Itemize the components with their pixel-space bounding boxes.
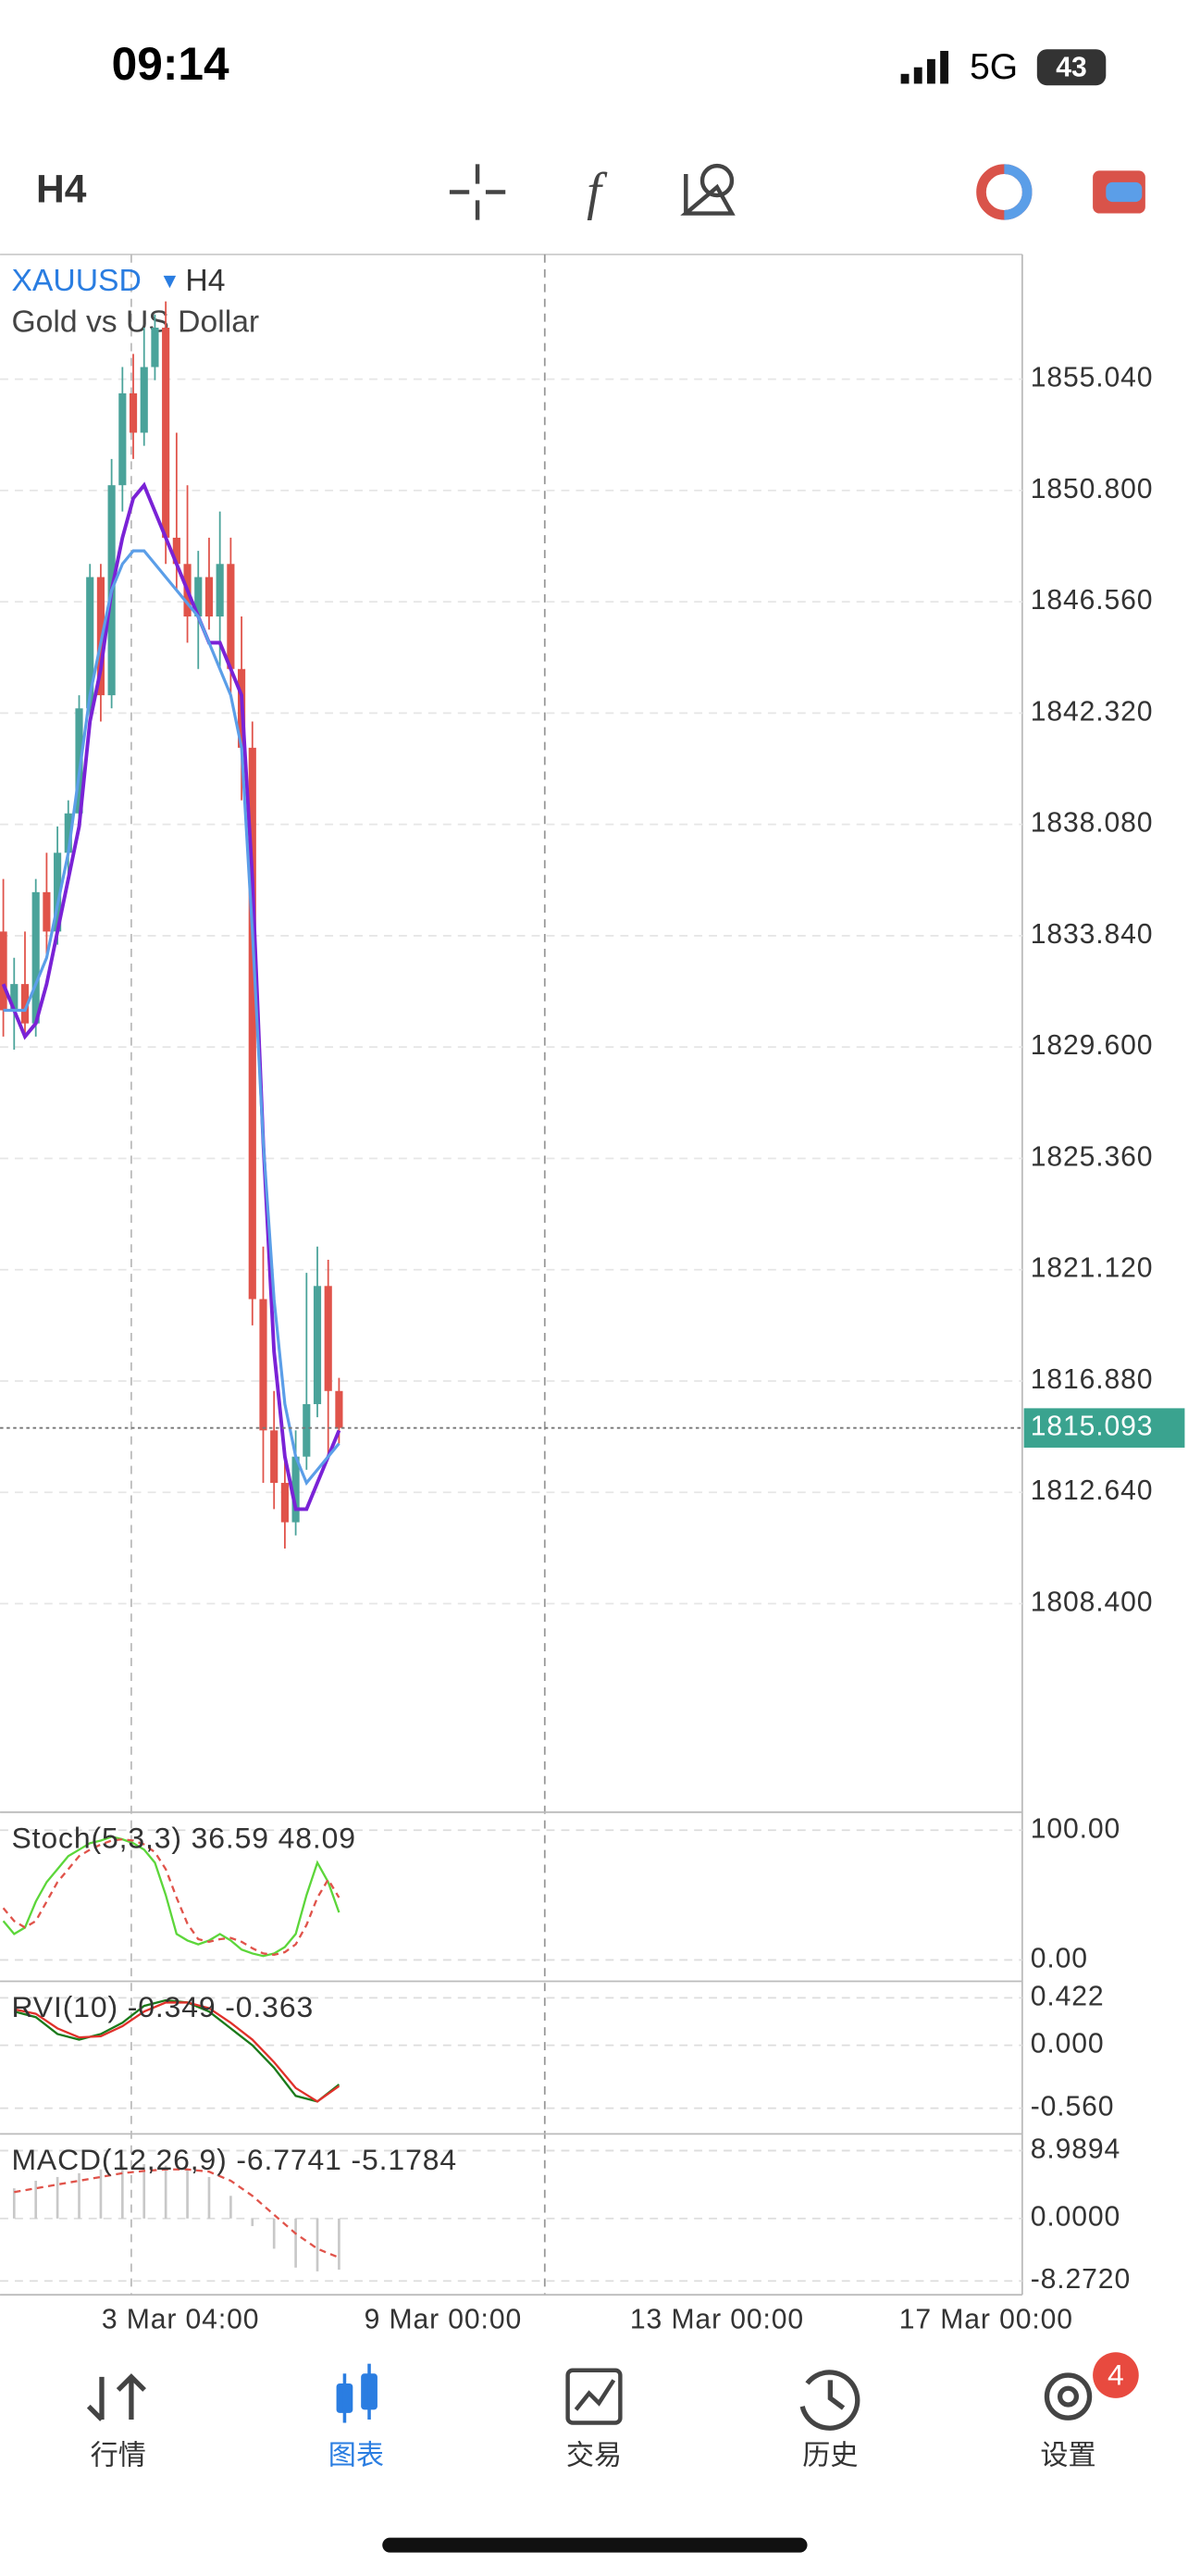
y-tick-label: 1829.600 [1031, 1030, 1154, 1061]
battery [1036, 49, 1107, 86]
tab-bar [86, 2352, 1139, 2431]
indicator-label: Stoch(5,3,3) 36.59 48.09 [11, 1821, 356, 1854]
trade-icon[interactable] [1093, 170, 1145, 214]
y-tick-label: 100.00 [1031, 1813, 1120, 1844]
y-tick-label: 1833.840 [1031, 919, 1154, 950]
timeframe-button[interactable]: H4 [36, 168, 87, 212]
ma-line [1, 481, 341, 1512]
indicator-label: MACD(12,26,9) -6.7741 -5.1784 [11, 2143, 457, 2176]
symbol-dropdown[interactable]: ▼ [159, 268, 180, 292]
candle-body [31, 891, 40, 1024]
y-tick-label: -0.560 [1031, 2092, 1115, 2122]
candle-body [75, 708, 83, 814]
indicator-line [14, 2168, 340, 2259]
candle-body [324, 1286, 332, 1391]
indicator-line [13, 1998, 340, 2103]
x-tick-label: 13 Mar 00:00 [630, 2305, 804, 2335]
candle-body [129, 392, 138, 433]
y-tick-label: 1816.880 [1031, 1364, 1154, 1395]
candle-body [118, 392, 127, 486]
battery-level: 43 [1056, 52, 1087, 82]
network: 5G [970, 47, 1018, 87]
candle-body [162, 328, 170, 538]
indicator-line [2, 1836, 340, 1958]
settings-icon[interactable] [1044, 2372, 1093, 2420]
y-tick-label: 1842.320 [1031, 696, 1154, 727]
y-tick-label: 1808.400 [1031, 1587, 1154, 1617]
y-tick-label: 0.0000 [1031, 2202, 1120, 2233]
objects-icon[interactable] [680, 163, 736, 216]
candle-body [172, 537, 180, 565]
candle-body [259, 1299, 267, 1431]
y-tick-label: 1846.560 [1031, 585, 1154, 616]
symbol[interactable]: XAUUSD [11, 264, 141, 298]
y-tick-label: 8.9894 [1031, 2134, 1120, 2164]
trade-tab-icon[interactable] [565, 2368, 623, 2425]
chart-icon[interactable] [336, 2363, 377, 2423]
tab-label: 行情 [91, 2440, 146, 2471]
candle-body [54, 852, 62, 932]
status-time: 09:14 [112, 38, 229, 90]
candle-body [291, 1456, 300, 1523]
current-price-label: 1815.093 [1031, 1412, 1154, 1442]
candle-body [227, 564, 235, 669]
symbol-description: Gold vs US Dollar [11, 305, 259, 339]
signal-icon [900, 50, 949, 84]
candle-body [43, 891, 51, 932]
quotes-icon[interactable] [86, 2373, 146, 2421]
candle-body [204, 577, 214, 617]
indicator-label: RVI(10) -0.349 -0.363 [11, 1990, 314, 2023]
history-icon[interactable] [799, 2370, 860, 2431]
y-tick-label: -8.2720 [1031, 2264, 1131, 2295]
candle-body [151, 328, 159, 367]
account-icon[interactable] [976, 164, 1033, 220]
y-tick-label: 1812.640 [1031, 1475, 1154, 1506]
y-tick-label: 1825.360 [1031, 1141, 1154, 1172]
ma-line [3, 549, 340, 1487]
y-tick-label: 1838.080 [1031, 808, 1154, 839]
candle-body [313, 1286, 322, 1404]
candle-body [20, 984, 30, 1024]
y-tick-label: 1850.800 [1031, 474, 1154, 504]
tab-label: 设置 [1040, 2441, 1095, 2471]
indicator-line [14, 2001, 340, 2103]
symbol-timeframe: H4 [185, 264, 225, 298]
candle-body [303, 1403, 311, 1457]
tab-label: 交易 [566, 2440, 622, 2471]
candle-body [0, 931, 7, 1011]
y-tick-label: 1821.120 [1031, 1253, 1154, 1284]
y-tick-label: 0.00 [1031, 1943, 1088, 1973]
y-tick-label: 0.422 [1031, 1981, 1105, 2011]
x-tick-label: 17 Mar 00:00 [899, 2305, 1073, 2335]
candle-body [270, 1430, 278, 1484]
candle-body [280, 1483, 289, 1523]
candle-body [64, 813, 72, 853]
candle-body [10, 984, 19, 1011]
x-tick-label: 3 Mar 04:00 [102, 2305, 260, 2335]
crosshair-icon[interactable] [449, 164, 506, 220]
x-tick-label: 9 Mar 00:00 [365, 2305, 523, 2335]
tab-label: 图表 [328, 2440, 384, 2471]
candle-body [86, 577, 94, 709]
y-tick-label: 0.000 [1031, 2029, 1105, 2060]
candle-body [140, 367, 148, 433]
home-indicator [382, 2537, 808, 2553]
badge-count: 4 [1108, 2358, 1124, 2391]
candle-body [194, 577, 203, 617]
y-tick-label: 1855.040 [1031, 363, 1154, 393]
tab-label: 历史 [802, 2440, 858, 2471]
candle-body [335, 1390, 343, 1428]
badge [1093, 2352, 1139, 2398]
candle-body [248, 747, 256, 1300]
current-price-box [1023, 1408, 1185, 1448]
candle-body [216, 564, 224, 617]
